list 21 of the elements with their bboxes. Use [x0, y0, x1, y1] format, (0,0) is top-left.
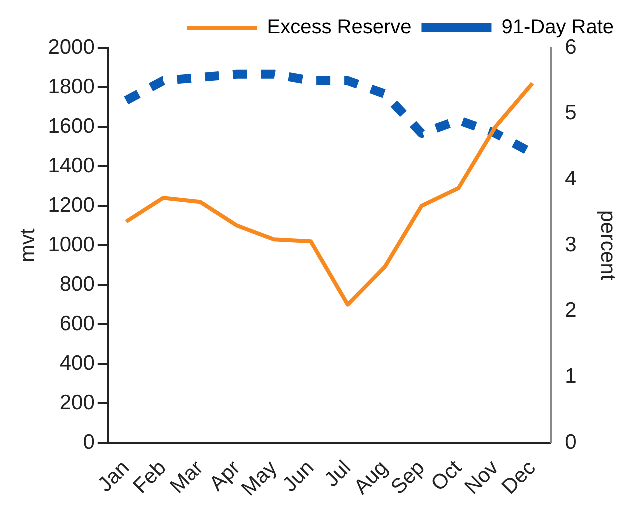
y2-tick-label: 0	[565, 430, 577, 454]
y2-tick-label: 3	[565, 233, 577, 256]
y2-tick-label: 4	[565, 168, 578, 191]
y-tick-label: 1200	[48, 194, 95, 217]
y-tick-label: 200	[60, 391, 95, 414]
y-tick-label: 600	[60, 312, 95, 336]
legend-label: Excess Reserve	[267, 16, 412, 39]
y-tick-label: 800	[60, 272, 95, 296]
y2-tick-label: 5	[565, 102, 577, 125]
y-tick-label: 1000	[48, 233, 95, 256]
y-tick-label: 1400	[48, 154, 95, 178]
y-tick-label: 1600	[48, 114, 95, 138]
y-tick-label: 2000	[48, 36, 95, 59]
y2-axis-title: percent	[596, 210, 620, 281]
y-tick-label: 400	[60, 352, 95, 375]
y-axis-title: mvt	[16, 228, 40, 262]
y-tick-label: 0	[83, 430, 95, 454]
x-tick-label: Dec	[498, 456, 540, 500]
y-tick-label: 1800	[48, 75, 95, 98]
y2-tick-label: 1	[565, 365, 577, 388]
y2-tick-label: 2	[565, 299, 577, 322]
